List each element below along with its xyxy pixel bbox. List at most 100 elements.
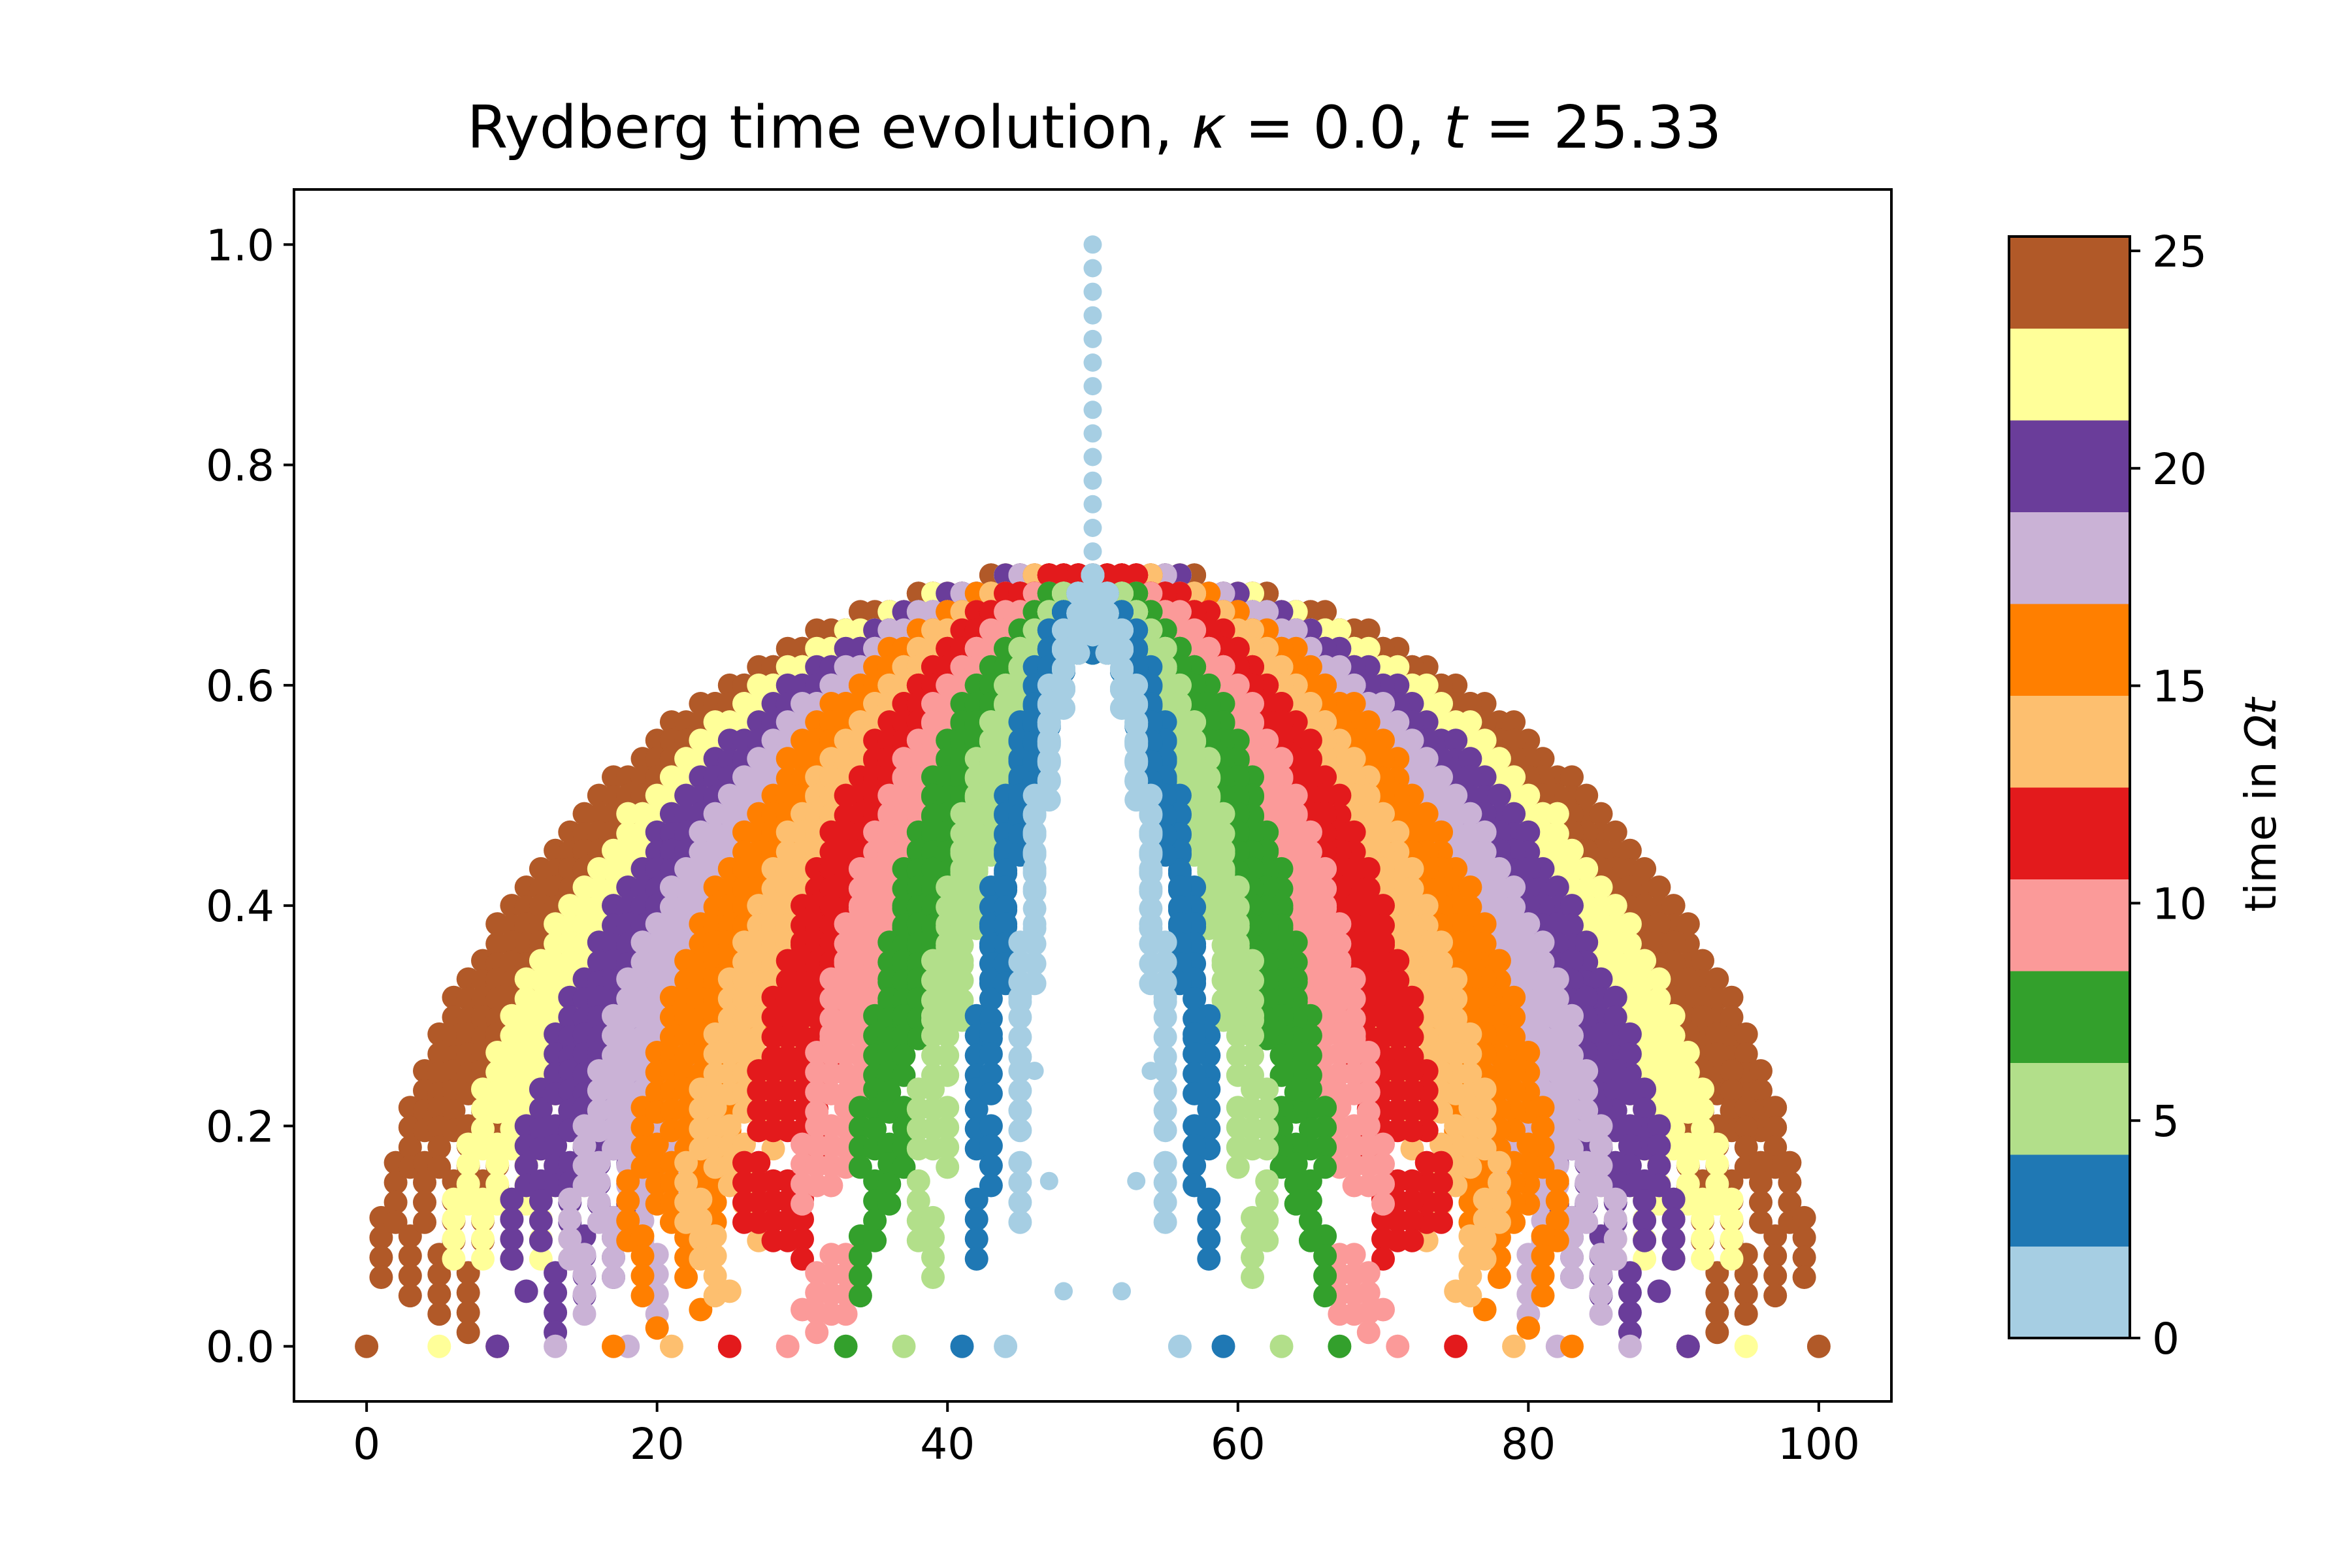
data-point (500, 1247, 524, 1271)
data-point (1734, 1022, 1758, 1046)
data-point (413, 1171, 436, 1194)
data-point (1502, 728, 1526, 753)
data-point (1720, 1247, 1744, 1271)
data-point (485, 1334, 510, 1358)
data-point (1806, 1334, 1831, 1358)
data-point (384, 1190, 408, 1215)
data-point (1676, 1334, 1700, 1358)
data-point (456, 1261, 480, 1285)
data-point (1734, 1282, 1758, 1306)
data-point (1647, 875, 1671, 899)
data-point (384, 1171, 408, 1194)
data-point (427, 1282, 451, 1306)
data-point (1661, 930, 1686, 955)
data-point (398, 1284, 422, 1308)
data-point (1705, 1042, 1729, 1066)
data-point (1676, 912, 1700, 936)
data-point (1705, 967, 1729, 991)
data-point (1749, 1210, 1772, 1234)
data-point (1502, 710, 1526, 734)
data-point (1792, 1226, 1816, 1250)
data-point (1734, 1302, 1758, 1326)
data-point (1734, 1096, 1758, 1120)
data-point (1603, 820, 1627, 844)
data-point (1720, 1059, 1744, 1083)
data-point (456, 1301, 480, 1324)
data-point (1763, 1096, 1788, 1120)
data-point (1720, 1005, 1744, 1029)
data-point (413, 1190, 436, 1215)
chart-title: Rydberg time evolution, κ = 0.0, t = 25.… (467, 93, 1722, 162)
data-point (1633, 894, 1657, 918)
data-point (1589, 802, 1613, 826)
data-point (1749, 1059, 1772, 1083)
data-point (427, 1135, 451, 1159)
data-point (398, 1264, 422, 1288)
data-point (1691, 949, 1714, 973)
data-point (1734, 1262, 1758, 1286)
data-point (398, 1224, 422, 1248)
data-point (398, 1135, 422, 1159)
data-point (427, 1155, 451, 1179)
data-point (1647, 912, 1671, 936)
data-point (427, 1334, 451, 1358)
data-point (456, 1320, 480, 1345)
data-point (471, 1247, 495, 1271)
data-point (1749, 1190, 1772, 1215)
data-point (1661, 1247, 1686, 1271)
data-point (384, 1210, 408, 1234)
data-point (1575, 783, 1599, 808)
data-point (1763, 1284, 1788, 1308)
data-point (514, 1279, 538, 1303)
data-point (1749, 1079, 1772, 1103)
data-point (1633, 857, 1657, 881)
data-point (1763, 1115, 1788, 1139)
data-point (1720, 985, 1744, 1009)
data-point (1560, 765, 1584, 789)
data-point (1734, 1115, 1758, 1139)
data-point (1661, 950, 1686, 974)
data-point (1763, 1135, 1788, 1159)
data-point (355, 1334, 379, 1358)
data-point (413, 1210, 436, 1234)
data-point (1691, 985, 1714, 1009)
data-point (1734, 1334, 1758, 1358)
data-point (1734, 1042, 1758, 1066)
data-point (1792, 1245, 1816, 1269)
data-point (1792, 1205, 1816, 1230)
data-point (1749, 1171, 1772, 1194)
data-point (456, 1281, 480, 1305)
data-point (1720, 1079, 1744, 1103)
data-point (427, 1262, 451, 1286)
data-point (1691, 1005, 1714, 1029)
data-point (1705, 1022, 1729, 1046)
data-point (369, 1226, 393, 1250)
data-point (369, 1245, 393, 1269)
data-point (1778, 1151, 1802, 1175)
data-point (442, 1098, 466, 1122)
data-point (1676, 967, 1700, 991)
data-point (544, 1334, 568, 1358)
data-point (1705, 1320, 1729, 1345)
data-point (1691, 1247, 1714, 1271)
data-point (1778, 1190, 1802, 1215)
data-point (1647, 1279, 1671, 1303)
data-point (427, 1302, 451, 1326)
plot-area (355, 235, 1831, 1358)
data-point (1778, 1171, 1802, 1194)
data-point (1458, 692, 1482, 715)
data-point (529, 1228, 553, 1252)
data-point (1763, 1224, 1788, 1248)
data-point (1633, 1228, 1657, 1252)
data-point (442, 1247, 466, 1271)
data-point (1763, 1244, 1788, 1268)
data-point (1734, 1135, 1758, 1159)
data-point (1763, 1264, 1788, 1288)
data-point (369, 1266, 393, 1289)
data-point (398, 1244, 422, 1268)
data-point (1618, 875, 1642, 899)
data-point (1749, 1151, 1772, 1175)
data-point (1618, 838, 1642, 862)
data-point (1792, 1266, 1816, 1289)
